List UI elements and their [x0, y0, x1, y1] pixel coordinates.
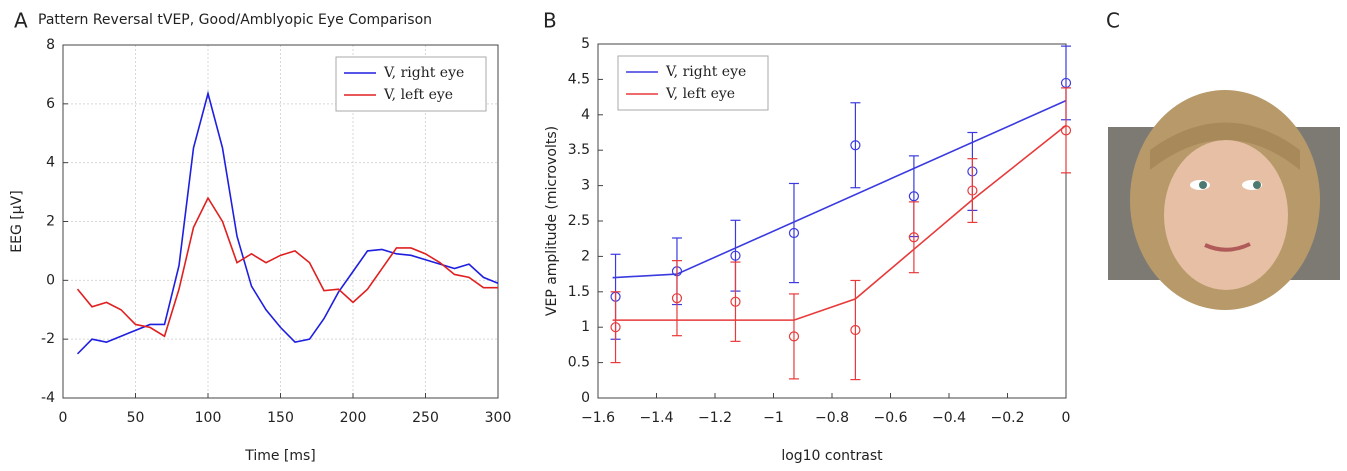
error-bar — [610, 291, 621, 364]
x-tick-label: −1 — [763, 410, 784, 426]
error-bar — [788, 293, 799, 380]
x-tick-label: 250 — [412, 410, 439, 426]
x-tick-label: −1.6 — [581, 410, 615, 426]
x-tick-label: −1.2 — [698, 410, 732, 426]
x-tick-label: 50 — [127, 410, 145, 426]
y-tick-label: 6 — [46, 96, 55, 112]
y-tick-label: -2 — [41, 331, 55, 347]
fit-line — [612, 124, 1067, 321]
series-line — [76, 90, 499, 355]
x-tick-label: 100 — [195, 410, 222, 426]
point — [850, 140, 861, 151]
legend-label: V, right eye — [665, 64, 746, 80]
error-bar — [850, 102, 861, 189]
point — [850, 324, 861, 336]
x-tick-label: −0.8 — [815, 410, 849, 426]
point — [671, 293, 683, 304]
panel-label: B — [543, 9, 557, 33]
point — [908, 232, 920, 243]
photo — [1108, 90, 1340, 310]
point — [788, 331, 800, 342]
point — [1060, 125, 1072, 136]
legend-label: V, right eye — [383, 65, 464, 81]
error-bar — [1061, 87, 1071, 174]
x-tick-label: 300 — [485, 410, 512, 426]
legend-label: V, left eye — [383, 87, 453, 103]
legend-label: V, left eye — [665, 86, 735, 102]
y-tick-label: 1.5 — [568, 284, 590, 300]
y-tick-label: 3 — [581, 178, 590, 194]
x-tick-label: −0.4 — [932, 410, 966, 426]
error-bar — [908, 201, 919, 274]
y-tick-label: 5 — [581, 36, 590, 52]
point — [730, 250, 741, 261]
y-tick-label: 4.5 — [568, 71, 590, 87]
panel-label: C — [1106, 9, 1120, 33]
panel-label: A — [14, 9, 28, 33]
x-tick-label: 150 — [267, 410, 294, 426]
point — [730, 296, 741, 307]
x-tick-label: 200 — [340, 410, 367, 426]
x-tick-label: 0 — [59, 410, 68, 426]
legend-box — [617, 55, 769, 111]
legend-box — [335, 56, 487, 112]
y-tick-label: 2 — [581, 248, 590, 264]
y-tick-label: 4 — [46, 155, 55, 171]
x-tick-label: 0 — [1062, 410, 1071, 426]
y-tick-label: 0 — [581, 390, 590, 406]
x-tick-label: −1.4 — [640, 410, 674, 426]
point — [610, 322, 621, 333]
x-axis-label: Time [ms] — [244, 448, 316, 464]
error-bar — [850, 279, 861, 381]
error-bar — [730, 261, 741, 342]
y-tick-label: 4 — [581, 107, 590, 123]
chart-title: Pattern Reversal tVEP, Good/Amblyopic Ey… — [38, 12, 432, 28]
error-bar — [671, 260, 682, 337]
y-tick-label: 2 — [46, 214, 55, 230]
error-bar — [788, 182, 799, 284]
plot-frame — [597, 43, 1067, 399]
y-tick-label: 2.5 — [568, 213, 590, 229]
fit-line — [612, 99, 1067, 279]
point — [908, 191, 920, 202]
y-axis-label: EEG [μV] — [9, 190, 25, 252]
y-tick-label: 1 — [581, 319, 590, 335]
x-axis-label: log10 contrast — [781, 448, 883, 464]
y-tick-label: 0.5 — [568, 355, 590, 371]
y-tick-label: 0 — [46, 272, 55, 288]
error-bar — [967, 158, 978, 224]
point — [788, 227, 800, 239]
y-tick-label: 3.5 — [568, 142, 590, 158]
point — [967, 185, 978, 196]
y-tick-label: -4 — [41, 390, 55, 406]
y-axis-label: VEP amplitude (microvolts) — [544, 126, 560, 316]
x-tick-label: −0.6 — [874, 410, 908, 426]
plot-frame — [62, 44, 499, 399]
series-line — [76, 196, 498, 338]
x-tick-label: −0.2 — [991, 410, 1025, 426]
y-tick-label: 8 — [46, 37, 55, 53]
